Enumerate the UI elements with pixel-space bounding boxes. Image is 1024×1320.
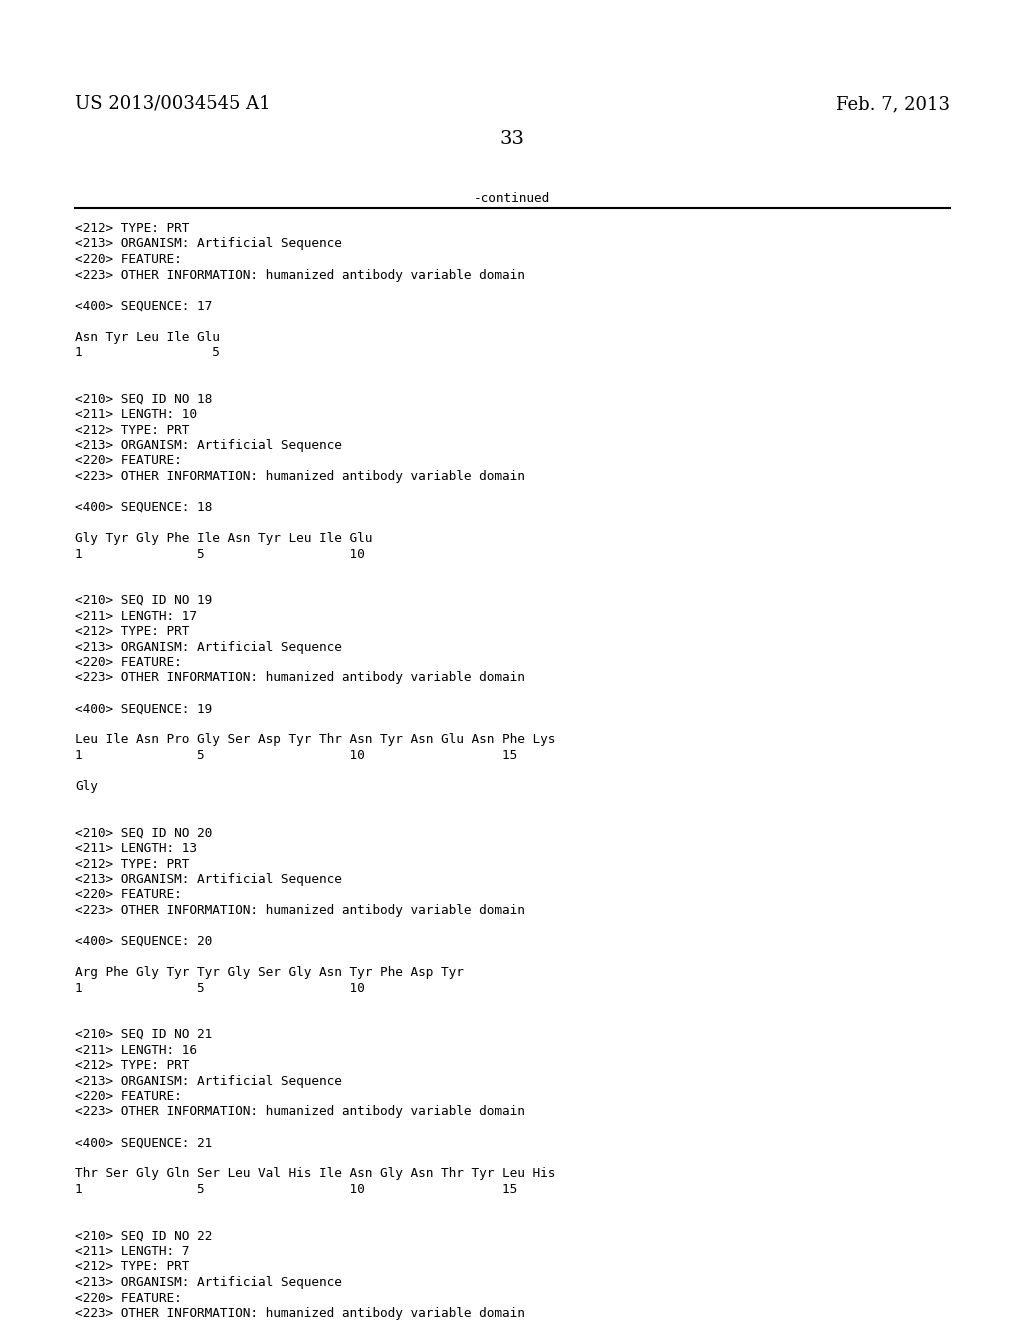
Text: <220> FEATURE:: <220> FEATURE:	[75, 253, 181, 267]
Text: <400> SEQUENCE: 21: <400> SEQUENCE: 21	[75, 1137, 212, 1150]
Text: <213> ORGANISM: Artificial Sequence: <213> ORGANISM: Artificial Sequence	[75, 440, 342, 451]
Text: Gly Tyr Gly Phe Ile Asn Tyr Leu Ile Glu: Gly Tyr Gly Phe Ile Asn Tyr Leu Ile Glu	[75, 532, 373, 545]
Text: <223> OTHER INFORMATION: humanized antibody variable domain: <223> OTHER INFORMATION: humanized antib…	[75, 470, 525, 483]
Text: <220> FEATURE:: <220> FEATURE:	[75, 1291, 181, 1304]
Text: <212> TYPE: PRT: <212> TYPE: PRT	[75, 424, 189, 437]
Text: Arg Phe Gly Tyr Tyr Gly Ser Gly Asn Tyr Phe Asp Tyr: Arg Phe Gly Tyr Tyr Gly Ser Gly Asn Tyr …	[75, 966, 464, 979]
Text: <223> OTHER INFORMATION: humanized antibody variable domain: <223> OTHER INFORMATION: humanized antib…	[75, 268, 525, 281]
Text: <210> SEQ ID NO 21: <210> SEQ ID NO 21	[75, 1028, 212, 1041]
Text: <213> ORGANISM: Artificial Sequence: <213> ORGANISM: Artificial Sequence	[75, 238, 342, 251]
Text: -continued: -continued	[474, 191, 550, 205]
Text: <210> SEQ ID NO 18: <210> SEQ ID NO 18	[75, 392, 212, 405]
Text: Gly: Gly	[75, 780, 98, 793]
Text: <213> ORGANISM: Artificial Sequence: <213> ORGANISM: Artificial Sequence	[75, 1276, 342, 1290]
Text: <211> LENGTH: 7: <211> LENGTH: 7	[75, 1245, 189, 1258]
Text: 1               5                   10                  15: 1 5 10 15	[75, 748, 517, 762]
Text: <212> TYPE: PRT: <212> TYPE: PRT	[75, 1261, 189, 1274]
Text: 1               5                   10: 1 5 10	[75, 548, 365, 561]
Text: <213> ORGANISM: Artificial Sequence: <213> ORGANISM: Artificial Sequence	[75, 873, 342, 886]
Text: <223> OTHER INFORMATION: humanized antibody variable domain: <223> OTHER INFORMATION: humanized antib…	[75, 1106, 525, 1118]
Text: <211> LENGTH: 16: <211> LENGTH: 16	[75, 1044, 197, 1056]
Text: <212> TYPE: PRT: <212> TYPE: PRT	[75, 1059, 189, 1072]
Text: <400> SEQUENCE: 18: <400> SEQUENCE: 18	[75, 502, 212, 513]
Text: Feb. 7, 2013: Feb. 7, 2013	[836, 95, 950, 114]
Text: 1               5                   10: 1 5 10	[75, 982, 365, 994]
Text: <211> LENGTH: 13: <211> LENGTH: 13	[75, 842, 197, 855]
Text: <400> SEQUENCE: 20: <400> SEQUENCE: 20	[75, 935, 212, 948]
Text: <220> FEATURE:: <220> FEATURE:	[75, 1090, 181, 1104]
Text: <211> LENGTH: 17: <211> LENGTH: 17	[75, 610, 197, 623]
Text: Leu Ile Asn Pro Gly Ser Asp Tyr Thr Asn Tyr Asn Glu Asn Phe Lys: Leu Ile Asn Pro Gly Ser Asp Tyr Thr Asn …	[75, 734, 555, 747]
Text: Thr Ser Gly Gln Ser Leu Val His Ile Asn Gly Asn Thr Tyr Leu His: Thr Ser Gly Gln Ser Leu Val His Ile Asn …	[75, 1167, 555, 1180]
Text: <212> TYPE: PRT: <212> TYPE: PRT	[75, 624, 189, 638]
Text: <212> TYPE: PRT: <212> TYPE: PRT	[75, 222, 189, 235]
Text: <223> OTHER INFORMATION: humanized antibody variable domain: <223> OTHER INFORMATION: humanized antib…	[75, 1307, 525, 1320]
Text: 1               5                   10                  15: 1 5 10 15	[75, 1183, 517, 1196]
Text: <220> FEATURE:: <220> FEATURE:	[75, 454, 181, 467]
Text: <211> LENGTH: 10: <211> LENGTH: 10	[75, 408, 197, 421]
Text: <220> FEATURE:: <220> FEATURE:	[75, 656, 181, 669]
Text: <213> ORGANISM: Artificial Sequence: <213> ORGANISM: Artificial Sequence	[75, 640, 342, 653]
Text: 1                 5: 1 5	[75, 346, 220, 359]
Text: 33: 33	[500, 129, 524, 148]
Text: <213> ORGANISM: Artificial Sequence: <213> ORGANISM: Artificial Sequence	[75, 1074, 342, 1088]
Text: <210> SEQ ID NO 20: <210> SEQ ID NO 20	[75, 826, 212, 840]
Text: <400> SEQUENCE: 19: <400> SEQUENCE: 19	[75, 702, 212, 715]
Text: Asn Tyr Leu Ile Glu: Asn Tyr Leu Ile Glu	[75, 330, 220, 343]
Text: <220> FEATURE:: <220> FEATURE:	[75, 888, 181, 902]
Text: <400> SEQUENCE: 17: <400> SEQUENCE: 17	[75, 300, 212, 313]
Text: <223> OTHER INFORMATION: humanized antibody variable domain: <223> OTHER INFORMATION: humanized antib…	[75, 904, 525, 917]
Text: <223> OTHER INFORMATION: humanized antibody variable domain: <223> OTHER INFORMATION: humanized antib…	[75, 672, 525, 685]
Text: <210> SEQ ID NO 22: <210> SEQ ID NO 22	[75, 1229, 212, 1242]
Text: <212> TYPE: PRT: <212> TYPE: PRT	[75, 858, 189, 870]
Text: US 2013/0034545 A1: US 2013/0034545 A1	[75, 95, 270, 114]
Text: <210> SEQ ID NO 19: <210> SEQ ID NO 19	[75, 594, 212, 607]
